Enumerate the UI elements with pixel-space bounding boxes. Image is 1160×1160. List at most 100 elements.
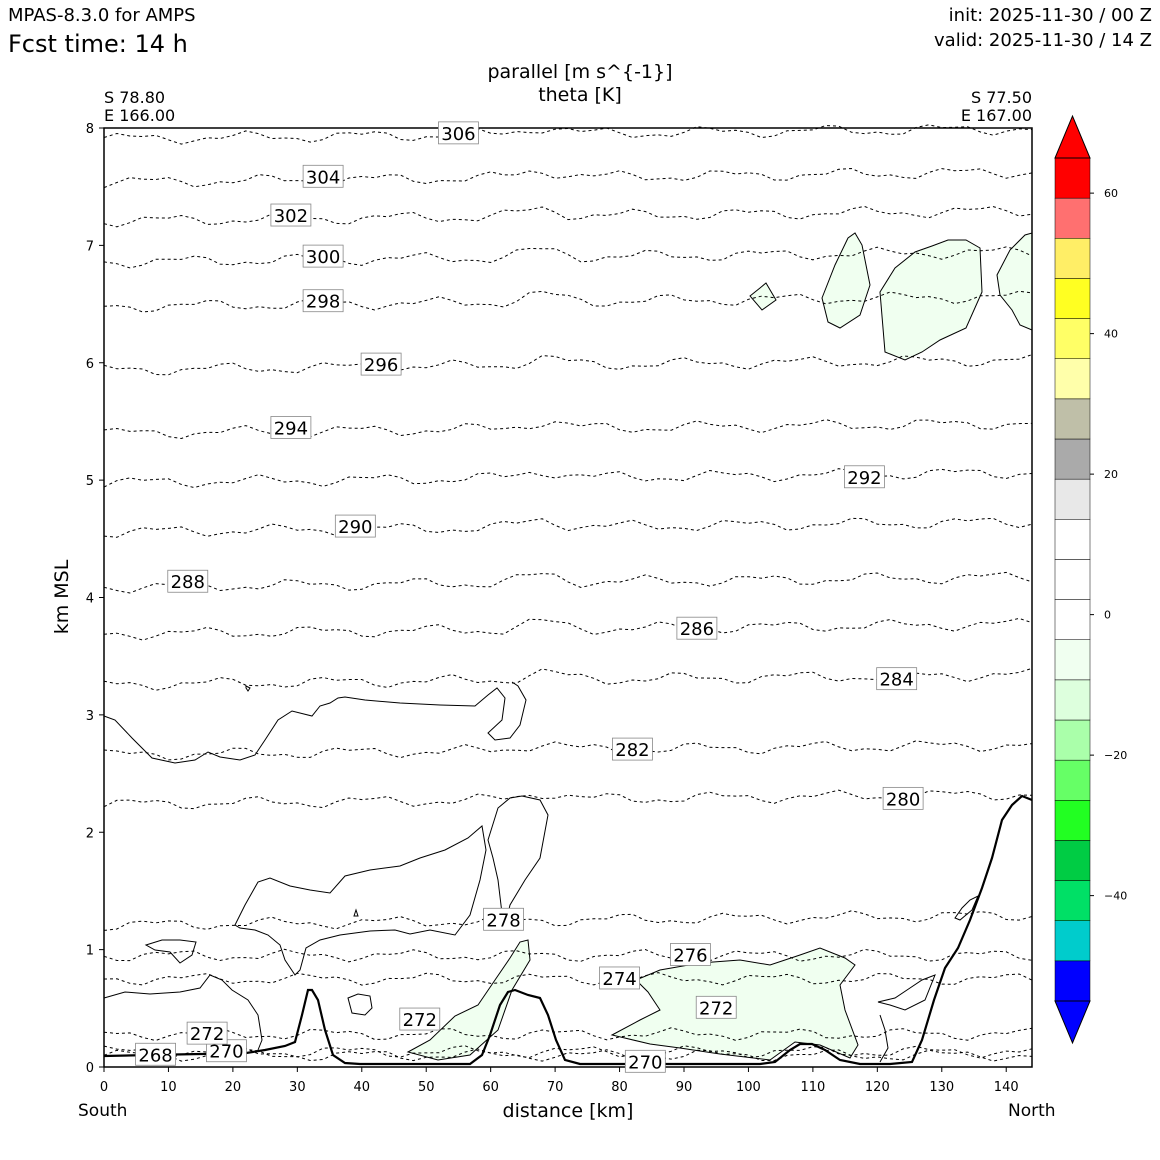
theta-label-text: 304 <box>306 167 340 188</box>
theta-contour-292 <box>103 468 1033 489</box>
theta-label-text: 272 <box>699 998 733 1019</box>
theta-contour-302 <box>103 205 1033 228</box>
colorbar-segment <box>1054 358 1091 400</box>
theta-label: 304 <box>302 164 344 188</box>
wind-contour-5 <box>487 795 549 931</box>
y-tick-label: 6 <box>86 357 94 372</box>
theta-label: 292 <box>844 465 885 489</box>
theta-label: 296 <box>360 352 402 376</box>
colorbar-segment <box>1054 719 1091 761</box>
theta-label-text: 280 <box>886 789 920 810</box>
x-tick-label: 90 <box>676 1080 693 1095</box>
theta-label: 278 <box>483 907 524 931</box>
x-tick-label: 40 <box>354 1080 371 1095</box>
colorbar-tick-label: 0 <box>1104 609 1111 622</box>
wind-contour-4 <box>103 974 263 1051</box>
theta-label: 272 <box>695 995 737 1019</box>
theta-label: 276 <box>670 943 711 966</box>
colorbar-segment <box>1054 318 1091 359</box>
colorbar-segment <box>1054 759 1091 801</box>
wind-contour-6 <box>347 993 373 1016</box>
colorbar-segment <box>1054 960 1091 1002</box>
colorbar-segment <box>1054 278 1091 319</box>
theta-label: 284 <box>876 667 918 691</box>
theta-contour-278 <box>103 910 1033 931</box>
colorbar-segment <box>1054 880 1091 921</box>
colorbar-extend-low <box>1054 1000 1091 1045</box>
theta-contour-296 <box>103 354 1033 376</box>
colorbar-segment <box>1054 599 1091 640</box>
fill-region-upper-1 <box>821 232 871 329</box>
colorbar-tick-label: 60 <box>1104 187 1118 200</box>
theta-label: 268 <box>135 1042 176 1066</box>
x-tick-label: 20 <box>225 1080 242 1095</box>
x-axis-ticks: 0 10 20 30 40 50 60 70 80 90 100 110 120 130 140 <box>100 1067 1019 1095</box>
colorbar-segment <box>1054 559 1091 600</box>
theta-label: 290 <box>334 514 376 538</box>
theta-label-text: 268 <box>138 1045 172 1066</box>
theta-label: 288 <box>167 569 209 593</box>
colorbar-segment <box>1054 398 1091 440</box>
theta-contour-288 <box>103 571 1033 594</box>
x-tick-label: 80 <box>611 1080 628 1095</box>
theta-label: 294 <box>270 416 312 439</box>
theta-label-text: 272 <box>403 1010 437 1031</box>
terrain-profile <box>103 794 1033 1066</box>
y-tick-label: 3 <box>86 709 94 724</box>
theta-contour-300 <box>103 246 1033 269</box>
theta-label-text: 274 <box>602 969 636 990</box>
theta-contour-304 <box>103 167 1033 189</box>
start-longitude: E 166.00 <box>104 106 176 125</box>
fill-region-lower-2 <box>406 939 531 1061</box>
x-axis-label: distance [km] <box>502 1100 634 1122</box>
theta-label-text: 306 <box>441 124 475 145</box>
theta-label-text: 282 <box>615 740 649 761</box>
theta-label: 280 <box>882 786 924 810</box>
init-time: init: 2025-11-30 / 00 Z <box>948 5 1152 26</box>
fill-region-upper-4 <box>749 282 777 311</box>
theta-contour-294 <box>103 419 1033 440</box>
theta-label-text: 270 <box>209 1042 243 1063</box>
x-tick-label: 10 <box>160 1080 177 1095</box>
x-tick-label: 30 <box>289 1080 306 1095</box>
start-latitude: S 78.80 <box>104 88 166 107</box>
x-tick-label: 70 <box>547 1080 564 1095</box>
colorbar-segment <box>1054 679 1091 721</box>
wind-contour-2 <box>234 825 487 976</box>
theta-label: 282 <box>612 737 653 761</box>
colorbar-segment <box>1054 800 1091 841</box>
theta-contour-272 <box>103 1027 1033 1042</box>
y-tick-label: 7 <box>86 239 94 254</box>
theta-label: 274 <box>599 966 640 990</box>
colorbar: 60 40 20 0 −20 −40 <box>1054 114 1127 1045</box>
model-title: MPAS-8.3.0 for AMPS <box>8 5 196 26</box>
theta-label-text: 292 <box>847 468 881 489</box>
theta-label-text: 294 <box>274 418 308 439</box>
wind-contour-9 <box>245 685 359 917</box>
end-longitude: E 167.00 <box>960 106 1032 125</box>
wind-contour-1 <box>103 681 527 764</box>
y-tick-label: 5 <box>86 474 94 489</box>
fill-region-upper-2 <box>879 239 983 361</box>
theta-contours <box>103 124 1033 1062</box>
colorbar-segment <box>1054 840 1091 881</box>
theta-label: 306 <box>438 121 479 145</box>
theta-label: 302 <box>270 203 312 227</box>
colorbar-segment <box>1054 519 1091 560</box>
fill-region-upper-3 <box>996 232 1033 331</box>
chart-title-line2: theta [K] <box>538 84 622 106</box>
end-latitude: S 77.50 <box>970 88 1032 107</box>
x-tick-label: 140 <box>994 1080 1019 1095</box>
theta-label: 272 <box>186 1021 228 1045</box>
theta-label-text: 278 <box>486 910 520 931</box>
theta-contour-274 <box>103 972 1033 986</box>
x-tick-label: 120 <box>865 1080 890 1095</box>
colorbar-segment <box>1054 197 1091 239</box>
theta-label-text: 276 <box>673 945 707 966</box>
theta-label-text: 272 <box>190 1024 224 1045</box>
chart-title-line1: parallel [m s^{-1}] <box>487 61 673 83</box>
theta-label: 270 <box>624 1049 666 1073</box>
x-tick-label: 0 <box>100 1080 108 1095</box>
theta-label: 298 <box>302 289 344 313</box>
